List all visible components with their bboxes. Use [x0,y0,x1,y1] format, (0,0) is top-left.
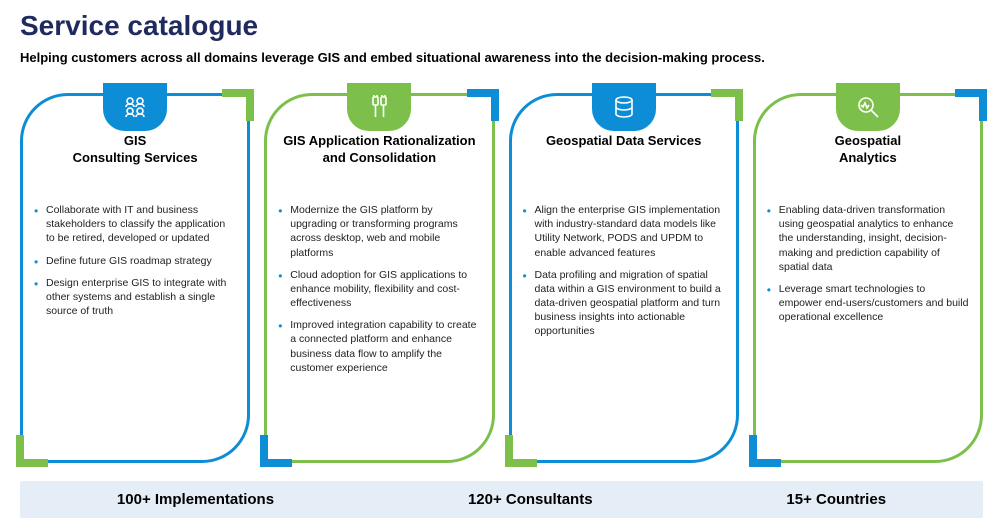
stat-item: 120+ Consultants [468,491,593,508]
analytics-icon [836,83,900,131]
bullet-item: Cloud adoption for GIS applications to e… [278,268,480,311]
card-bullets: Enabling data-driven transformation usin… [767,203,969,324]
cards-row: GISConsulting Services Collaborate with I… [20,83,983,463]
bullet-item: Design enterprise GIS to integrate with … [34,276,236,319]
people-icon [103,83,167,131]
database-icon [592,83,656,131]
service-card: GIS Application Rationalization and Cons… [264,83,494,463]
card-body: GIS Application Rationalization and Cons… [278,133,480,449]
bullet-item: Modernize the GIS platform by upgrading … [278,203,480,260]
bullet-item: Leverage smart technologies to empower e… [767,282,969,325]
card-title: GISConsulting Services [34,133,236,187]
card-title: GeospatialAnalytics [767,133,969,187]
corner-accent [955,89,987,121]
corner-accent [711,89,743,121]
page-subtitle: Helping customers across all domains lev… [20,50,983,65]
card-title: Geospatial Data Services [523,133,725,187]
page-title: Service catalogue [20,10,983,42]
stats-bar: 100+ Implementations 120+ Consultants 15+ … [20,481,983,518]
corner-accent [467,89,499,121]
bullet-item: Data profiling and migration of spatial … [523,268,725,339]
card-body: Geospatial Data Services Align the enterp… [523,133,725,449]
card-body: GeospatialAnalytics Enabling data-driven … [767,133,969,449]
service-card: GISConsulting Services Collaborate with I… [20,83,250,463]
service-card: GeospatialAnalytics Enabling data-driven … [753,83,983,463]
bullet-item: Collaborate with IT and business stakeho… [34,203,236,246]
card-bullets: Align the enterprise GIS implementation … [523,203,725,339]
card-bullets: Collaborate with IT and business stakeho… [34,203,236,318]
bullet-item: Enabling data-driven transformation usin… [767,203,969,274]
card-bullets: Modernize the GIS platform by upgrading … [278,203,480,375]
bullet-item: Improved integration capability to creat… [278,318,480,375]
bullet-item: Define future GIS roadmap strategy [34,254,236,268]
bullet-item: Align the enterprise GIS implementation … [523,203,725,260]
cables-icon [347,83,411,131]
stat-item: 15+ Countries [786,491,886,508]
corner-accent [222,89,254,121]
stat-item: 100+ Implementations [117,491,274,508]
card-body: GISConsulting Services Collaborate with I… [34,133,236,449]
service-card: Geospatial Data Services Align the enterp… [509,83,739,463]
card-title: GIS Application Rationalization and Cons… [278,133,480,187]
